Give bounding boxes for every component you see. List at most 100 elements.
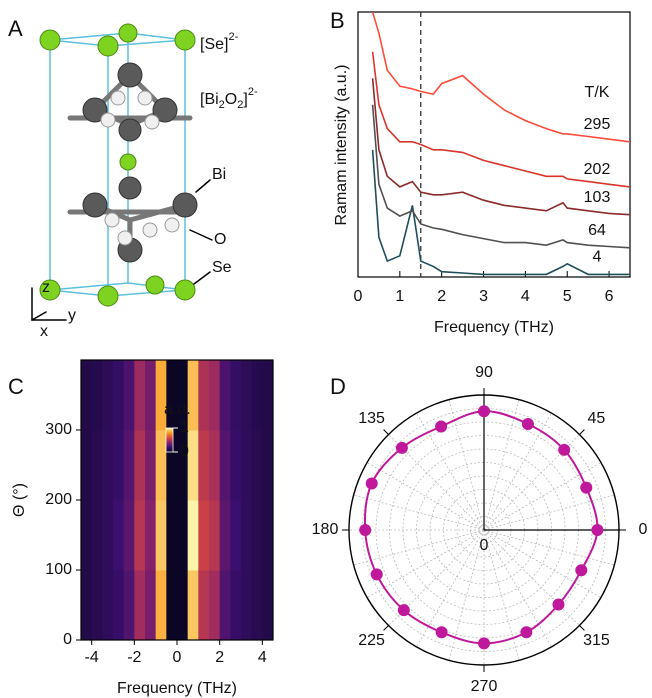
line [371,104,630,249]
y-axis-label: Θ (°) [11,483,28,517]
atom-label: Bi [212,166,226,183]
grid-spoke [448,399,485,531]
label-sub: 2 [237,99,243,111]
heatmap-cell [177,360,189,431]
heatmap-cell [81,500,93,571]
grid-spoke [483,529,552,648]
x-tick-label: 4 [258,649,267,666]
grid-spoke [366,529,485,598]
legend-title: T/K [585,84,610,101]
grid-spoke [483,462,602,531]
grid-spoke [416,412,485,531]
panel-label: D [330,374,346,399]
data-point [435,626,448,639]
heatmap-cell [262,570,274,641]
data-point [520,626,533,639]
heatmap-cell [230,570,242,641]
colorbar [165,427,174,453]
y-tick-label: 100 [45,561,72,578]
grid-spoke [483,412,552,531]
heatmap-cell [198,570,210,641]
legend-label: 202 [584,161,611,178]
heatmap-cell [134,430,146,501]
line [371,78,630,216]
line [371,149,630,276]
line [371,12,630,143]
label-part: [Se] [200,36,228,53]
grid-spoke [483,529,615,566]
heatmap-cell [166,500,178,571]
heatmap-cell [262,500,274,571]
atom-label: O [214,231,226,248]
axis-letter: x [40,323,48,340]
heatmap-cell [187,360,199,431]
heatmap-cell [230,500,242,571]
heatmap-cell [251,500,263,571]
heatmap-cell [91,430,103,501]
heatmap-cell [209,570,221,641]
grid-spoke [448,529,485,661]
y-tick-label: 0 [63,631,72,648]
data-point [580,481,593,494]
theta-tick-label: 225 [358,632,385,649]
heatmap-cell [81,430,93,501]
grid-spoke [483,529,580,626]
theta-tick-label: 45 [588,410,606,427]
y-axis-label: Ramam intensity (a.u.) [333,65,350,226]
grid-spoke [353,494,485,531]
data-point [395,441,408,454]
data-point [575,564,588,577]
heatmap-cell [113,500,125,571]
heatmap-cell [230,360,242,431]
heatmap-cell [134,500,146,571]
heatmap-cell [123,570,135,641]
heatmap-cell [209,430,221,501]
theta-tick-label: 180 [312,521,339,538]
heatmap-cell [113,360,125,431]
heatmap-cell [113,570,125,641]
y-tick-label: 200 [45,491,72,508]
x-tick-label: 3 [479,288,488,305]
heatmap-cell [166,570,178,641]
theta-tick [579,429,585,435]
data-point [365,477,378,490]
theta-tick [383,429,389,435]
heatmap-cell [145,500,157,571]
data-point [558,443,571,456]
legend-label: 64 [588,222,606,239]
heatmap-cell [145,430,157,501]
x-tick-label: 2 [437,288,446,305]
heatmap-cell [241,500,253,571]
legend-label: 295 [584,116,611,133]
heatmap-cell [81,360,93,431]
data-point [591,524,604,536]
heatmap-cell [198,500,210,571]
theta-tick-label: 270 [471,678,498,695]
heatmap-cell [177,570,189,641]
heatmap-cell [262,430,274,501]
heatmap-cell [102,570,114,641]
grid-spoke [353,529,485,566]
heatmap-cell [177,430,189,501]
x-axis-label: Frequency (THz) [434,319,554,336]
x-tick-label: 4 [521,288,530,305]
heatmap-cell [198,360,210,431]
heatmap-cell [102,360,114,431]
x-tick-label: 0 [173,649,182,666]
axis-letter: y [68,307,76,324]
data-point [478,637,490,650]
heatmap-cell [166,430,178,501]
heatmap-cell [251,570,263,641]
label-sup: 2- [228,31,238,43]
legend-label: 4 [593,249,602,266]
grid-spoke [483,494,615,531]
heatmap-cell [187,500,199,571]
label-part: [Bi [200,91,219,108]
data-point [521,417,534,430]
panel-label: C [8,374,24,399]
atom-label: Se [212,259,232,276]
colorbar-label: a.u. [164,401,191,418]
theta-tick-label: 315 [583,632,610,649]
heatmap-cell [113,430,125,501]
